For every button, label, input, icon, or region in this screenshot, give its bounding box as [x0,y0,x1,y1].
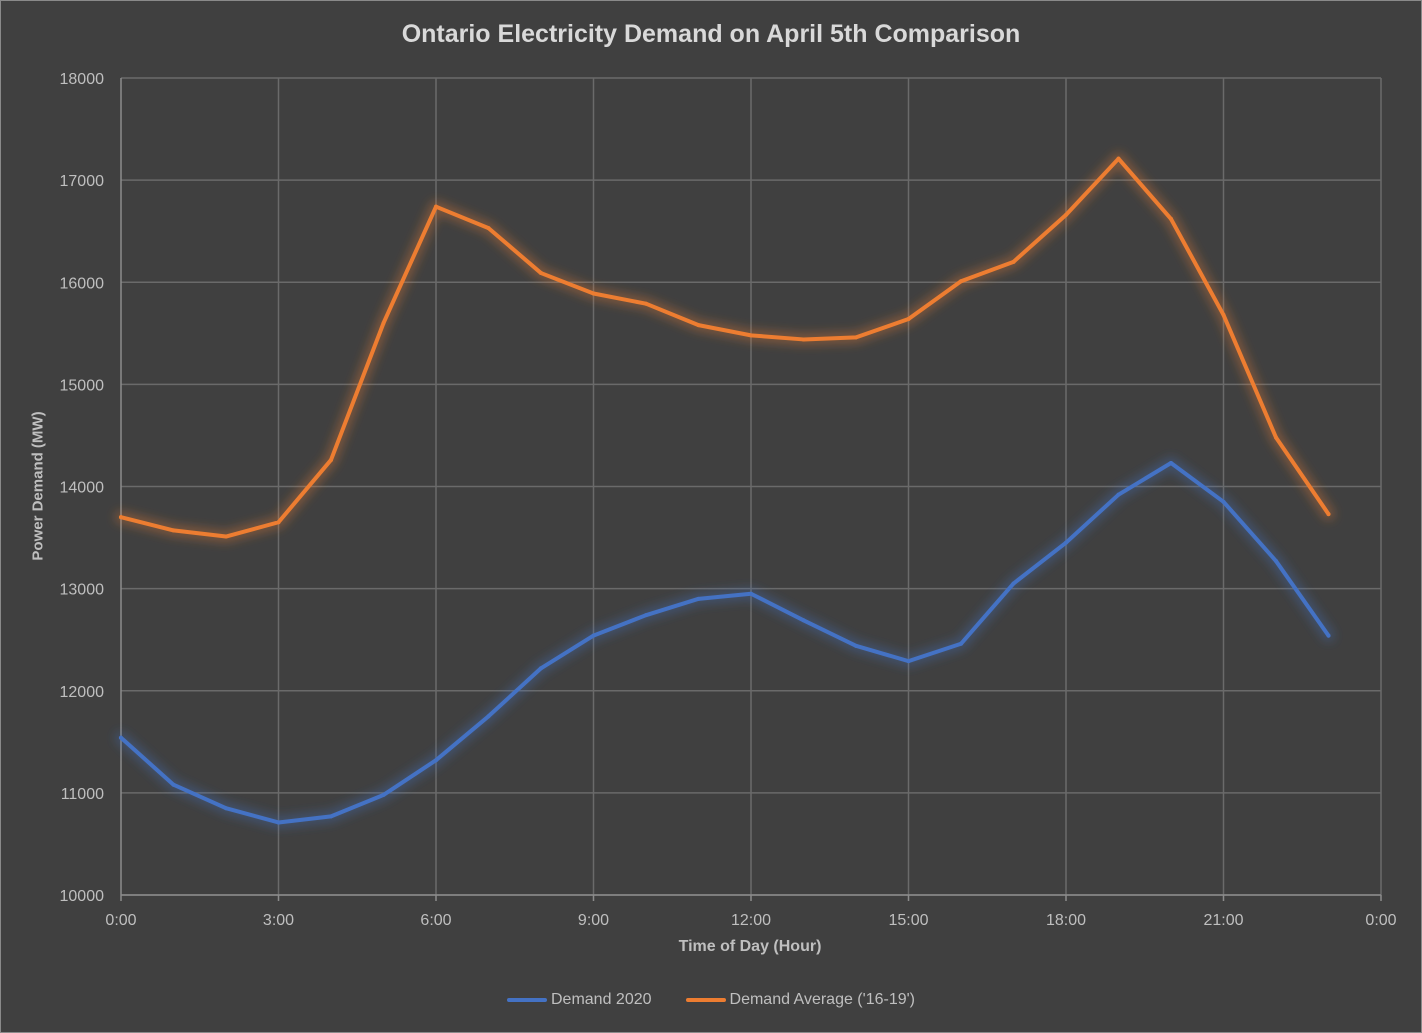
series-glow-demand-2020 [115,457,1335,829]
data-point-demand-average [486,226,491,231]
data-point-demand-average [1011,259,1016,264]
legend-item-demand-2020: Demand 2020 [507,991,652,1009]
legend-item-demand-average: Demand Average ('16-19') [685,991,915,1009]
y-tick-label: 11000 [61,786,104,803]
x-tick-label: 15:00 [888,912,928,929]
data-point-demand-average [1116,156,1121,161]
series-line-demand-average [119,156,1331,539]
data-point-demand-average [749,333,753,338]
data-point-demand-2020 [276,820,281,825]
data-point-demand-2020 [329,814,333,819]
data-point-demand-2020 [906,659,911,664]
data-point-demand-average [276,520,281,525]
data-point-demand-2020 [381,792,386,797]
x-tick-label: 0:00 [1365,912,1396,929]
data-point-demand-2020 [1064,540,1068,545]
x-tick-label: 9:00 [578,912,609,929]
y-tick-label: 18000 [60,71,105,88]
data-point-demand-average [801,337,806,342]
data-point-demand-average [329,457,333,462]
data-point-demand-average [591,291,596,296]
x-tick-label: 0:00 [105,912,136,929]
x-tick-label: 6:00 [420,912,451,929]
y-tick-label: 16000 [60,275,105,292]
data-point-demand-average [1064,212,1068,217]
y-tick-label: 10000 [60,888,105,905]
data-point-demand-average [1221,312,1226,317]
data-point-demand-average [959,279,963,284]
legend-swatch-demand-average [685,998,726,1002]
x-axis-label: Time of Day (Hour) [678,938,822,955]
data-point-demand-average [1274,435,1278,440]
data-point-demand-average [696,323,701,328]
data-point-demand-average [644,301,648,306]
legend-label-demand-average: Demand Average ('16-19') [729,991,915,1008]
legend-label-demand-2020: Demand 2020 [551,991,652,1008]
data-point-demand-2020 [591,633,596,638]
data-point-demand-2020 [486,714,491,719]
data-point-demand-2020 [171,782,176,787]
data-point-demand-2020 [1274,559,1278,564]
legend-swatch-demand-2020 [507,998,547,1002]
data-point-demand-average [854,335,858,340]
data-point-demand-average [171,528,176,533]
legend: Demand 2020 Demand Average ('16-19') [0,991,1422,1009]
data-point-demand-2020 [959,641,963,646]
data-point-demand-average [224,534,228,539]
y-tick-label: 12000 [60,684,105,701]
data-point-demand-2020 [644,613,648,618]
data-point-demand-2020 [1116,492,1121,497]
data-point-demand-average [1326,512,1331,517]
data-point-demand-average [539,271,543,276]
data-point-demand-2020 [434,758,438,763]
data-point-demand-2020 [854,643,858,648]
data-point-demand-2020 [801,618,806,623]
data-point-demand-average [119,515,123,520]
data-point-demand-average [381,321,386,326]
data-point-demand-2020 [119,735,123,740]
data-point-demand-2020 [1169,461,1173,466]
x-tick-label: 12:00 [731,912,771,929]
data-point-demand-2020 [1326,633,1331,638]
x-tick-label: 18:00 [1046,912,1086,929]
data-point-demand-average [1169,216,1173,221]
y-tick-labels: 10000 11000 12000 13000 14000 15000 16000 17000… [60,71,105,905]
y-tick-label: 15000 [60,377,105,394]
data-point-demand-average [906,317,911,322]
data-point-demand-2020 [1011,581,1016,586]
x-tick-labels: 0:00 3:00 6:00 9:00 12:00 15:00 18:00 21:00 0:00 [105,912,1396,929]
y-tick-label: 14000 [60,480,105,497]
x-tick-label: 21:00 [1203,912,1243,929]
data-point-demand-2020 [1221,499,1226,504]
y-tick-label: 13000 [60,582,105,599]
data-point-demand-2020 [224,806,228,811]
series-lines [115,152,1335,829]
data-point-demand-2020 [696,596,701,601]
series-line-demand-2020 [119,461,1331,825]
data-point-demand-average [434,204,438,209]
y-tick-label: 17000 [60,173,105,190]
data-point-demand-2020 [749,591,753,596]
x-tick-label: 3:00 [263,912,294,929]
chart-title: Ontario Electricity Demand on April 5th … [401,20,1021,48]
data-point-demand-2020 [539,666,543,671]
